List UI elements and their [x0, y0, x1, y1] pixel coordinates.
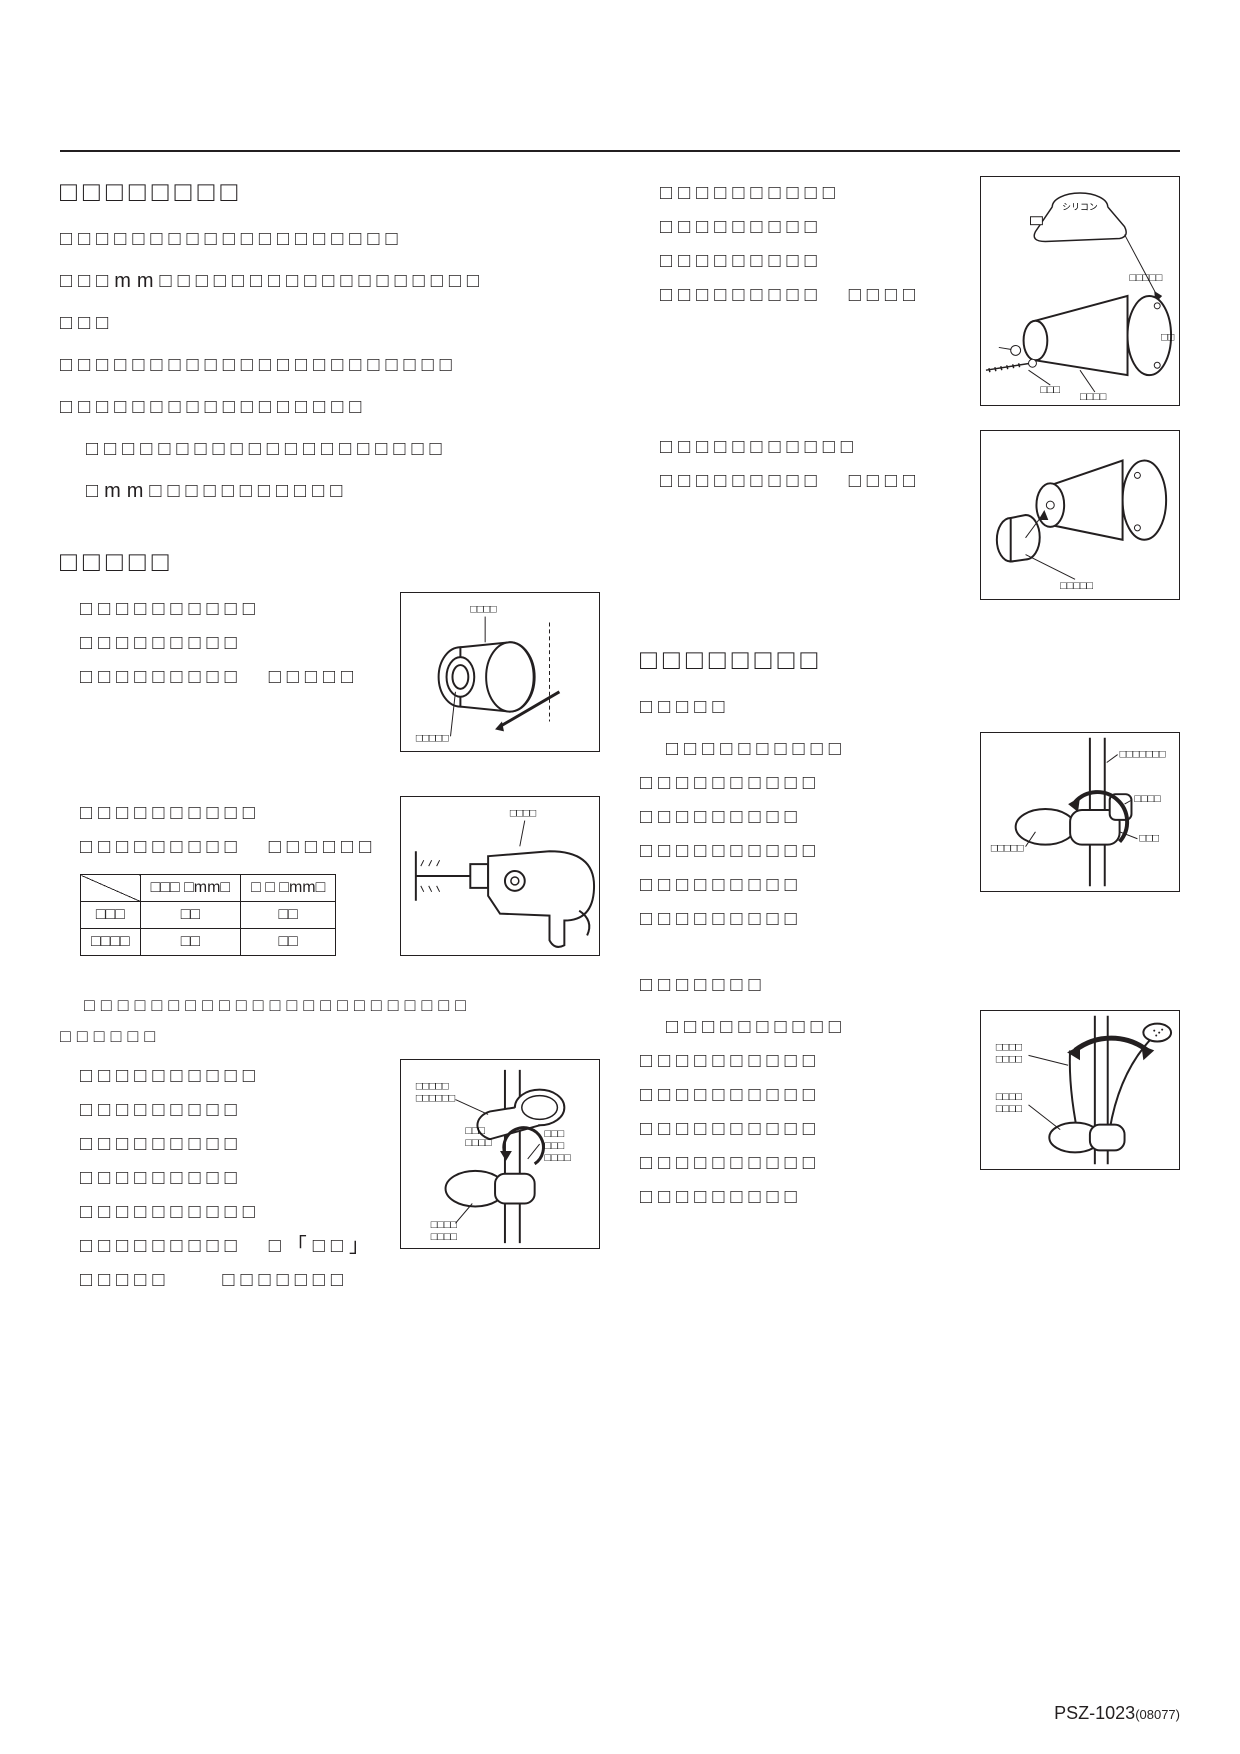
drill-r2c2: □□ [140, 929, 240, 956]
svg-text:□□□□: □□□□ [431, 1219, 458, 1231]
figure-7: □□□□ □□□□ □□□□ □□□□ [980, 1010, 1180, 1170]
svg-text:□□□: □□□ [1139, 833, 1159, 845]
drill-r2c1: □□□□ [81, 929, 141, 956]
footer-code: PSZ-1023 [1054, 1703, 1135, 1723]
svg-text:□□: □□ [1161, 332, 1175, 344]
s3-sub2: □□□□□□□ [640, 968, 1180, 1002]
s3-sub1: □□□□□ [640, 690, 1180, 724]
figure-4: シリコン □□□□□ □□ [980, 176, 1180, 406]
drill-r1c1: □□□ [81, 902, 141, 929]
svg-text:□□□□: □□□□ [1080, 391, 1107, 403]
drill-r2c3: □□ [241, 929, 336, 956]
svg-text:□□□□: □□□□ [545, 1152, 572, 1164]
svg-text:□□□□: □□□□ [996, 1103, 1023, 1115]
fig1-label-bottom: □□□□□ [416, 732, 449, 744]
svg-text:シリコン: シリコン [1062, 202, 1098, 212]
svg-text:□□□□□□: □□□□□□ [416, 1093, 456, 1105]
drill-r1c2: □□ [140, 902, 240, 929]
svg-text:□□□□: □□□□ [996, 1091, 1023, 1103]
svg-text:□□□: □□□ [1040, 384, 1060, 396]
drill-table: □□□ □mm□ □ □ □mm□ □□□ □□ □□ □□□□ □□ □□ [80, 874, 336, 956]
s1-line-1: □□□mm□□□□□□□□□□□□□□□□□□ [60, 264, 600, 298]
svg-text:□□□: □□□ [465, 1125, 485, 1137]
r-step4: □□□□□□□□□□ □□□□□□□□□ □□□□□□□□□ □□□□□□□□□… [640, 176, 964, 312]
section-2-title: □□□□□ [60, 546, 600, 578]
svg-text:□□□□: □□□□ [510, 808, 537, 820]
s1-line-4: □□□□□□□□□□□□□□□□□ [60, 390, 600, 424]
svg-text:□□□□: □□□□ [1134, 793, 1161, 805]
section-1-title: □□□□□□□□ [60, 176, 600, 208]
s1-line-3: □□□□□□□□□□□□□□□□□□□□□□ [60, 348, 600, 382]
drill-th2: □□□ □mm□ [140, 875, 240, 902]
svg-text:□□□□: □□□□ [996, 1041, 1023, 1053]
figure-2: □□□□ [400, 796, 600, 956]
r-step5: □□□□□□□□□□□ □□□□□□□□□ □□□□ [640, 430, 964, 498]
svg-text:□□□□: □□□□ [465, 1137, 492, 1149]
s1-line-0: □□□□□□□□□□□□□□□□□□□ [60, 222, 600, 256]
left-column: □□□□□□□□ □□□□□□□□□□□□□□□□□□□ □□□mm□□□□□□… [60, 176, 600, 1329]
s1-line-6: □mm□□□□□□□□□□□ [60, 474, 600, 508]
divider-top [60, 150, 1180, 152]
svg-text:□□□□: □□□□ [996, 1053, 1023, 1065]
footer-rev: (08077) [1135, 1707, 1180, 1722]
right-column: □□□□□□□□□□ □□□□□□□□□ □□□□□□□□□ □□□□□□□□□… [640, 176, 1180, 1329]
s2-step3: □□□□□□□□□□ □□□□□□□□□ □□□□□□□□□ □□□□□□□□□… [60, 1059, 384, 1297]
s2-step2: □□□□□□□□□□ □□□□□□□□□ □□□□□□ [60, 796, 384, 864]
figure-3: □□□□□ □□□□□□ □□□ □□□□ □□□ □□□ □□□□ [400, 1059, 600, 1249]
s1-line-5: □□□□□□□□□□□□□□□□□□□□ [60, 432, 600, 466]
svg-text:□□□□: □□□□ [431, 1231, 458, 1243]
drill-r1c3: □□ [241, 902, 336, 929]
figure-5: □□□□□ [980, 430, 1180, 600]
s3-step2: □□□□□□□□□□ □□□□□□□□□□ □□□□□□□□□□ □□□□□□□… [640, 1010, 964, 1214]
section-3-title: □□□□□□□□ [640, 644, 1180, 676]
figure-1: □□□□ □□□□□ [400, 592, 600, 752]
svg-text:□□□□□□□: □□□□□□□ [1120, 749, 1166, 761]
s1-line-2: □□□ [60, 306, 600, 340]
svg-text:□□□□□: □□□□□ [991, 843, 1024, 855]
fig1-label-top: □□□□ [470, 604, 497, 616]
svg-text:□□□: □□□ [545, 1128, 565, 1140]
figure-6: □□□□□□□ □□□□ □□□ □□□□□ [980, 732, 1180, 892]
svg-text:□□□□□: □□□□□ [1130, 272, 1163, 284]
s2-note: □□□□□□□□□□□□□□□□□□□□□□□ □□□□□□ [60, 990, 600, 1051]
drill-th3: □ □ □mm□ [241, 875, 336, 902]
svg-text:□□□: □□□ [545, 1140, 565, 1152]
s2-step1: □□□□□□□□□□ □□□□□□□□□ □□□□□□□□□ □□□□□ [60, 592, 384, 694]
footer: PSZ-1023(08077) [1054, 1703, 1180, 1724]
s3-step1: □□□□□□□□□□ □□□□□□□□□□ □□□□□□□□□ □□□□□□□□… [640, 732, 964, 936]
svg-text:□□□□□: □□□□□ [416, 1081, 449, 1093]
svg-text:□□□□□: □□□□□ [1060, 580, 1093, 592]
